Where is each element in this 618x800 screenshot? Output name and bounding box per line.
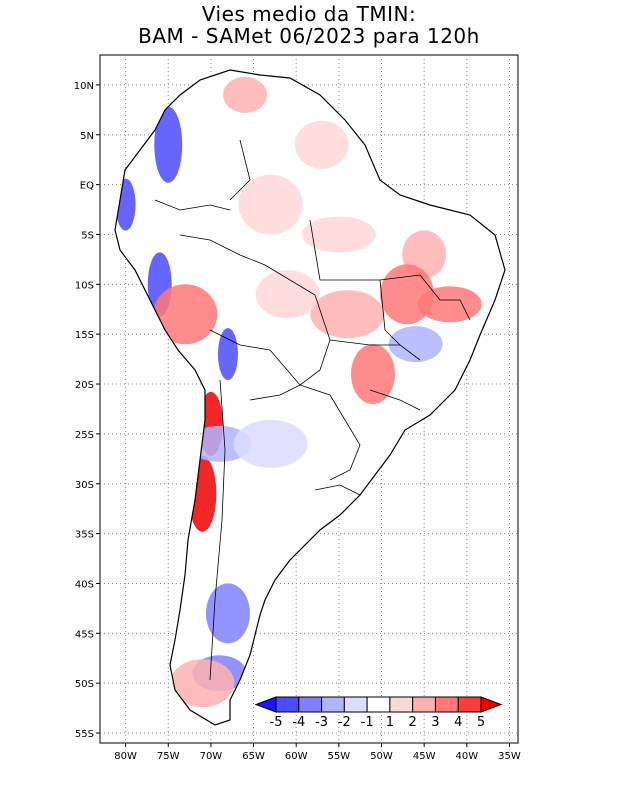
bias-region-colombia-andes-cool [154,106,183,183]
lon-tick-label: 60W [285,751,308,762]
lon-tick-label: 75W [157,751,180,762]
border-peru-bolivia [209,329,301,386]
lat-tick-label: 40S [75,579,94,590]
colorbar-label: 3 [431,715,439,730]
lat-tick-label: 10S [75,280,94,291]
colorbar-label: 5 [477,715,485,730]
colorbar-label: 4 [454,715,462,730]
colorbar-swatch [298,696,323,713]
lat-tick-label: 55S [75,729,94,740]
bias-region-northern-coast-warm [223,76,268,113]
border-peru-brazil [179,234,291,281]
lat-tick-label: 25S [75,430,94,441]
border-brazil-states-south [369,389,421,411]
bias-region-patagonia-cool [205,583,250,644]
bias-region-mato-grosso-warm [310,290,385,339]
colorbar-swatch [457,696,482,713]
colorbar-label: -1 [361,715,374,730]
axis-ticks: 80W 75W 70W 65W 60W 55W 50W 45W 40W 35W 10N 5N EQ 5S 1… [74,81,521,762]
border-colombia-venezuela [229,139,251,201]
border-brazil-states-mid [329,339,400,346]
lon-tick-label: 70W [200,751,223,762]
colorbar-swatch [412,696,436,713]
border-paraguay [329,419,361,481]
map-title-line2: BAM - SAMet 06/2023 para 120h [138,24,480,48]
border-bolivia-argentina [249,384,346,421]
colorbar-arrow-right [480,696,503,713]
bias-region-central-amazon-warm [301,216,376,253]
colorbar-label: -3 [315,715,328,730]
colorbar-label: -4 [292,715,305,730]
colorbar: -5 -4 -3 -2 -1 1 2 3 4 5 [254,696,503,730]
border-brazil-states-east [419,274,471,321]
lat-tick-label: 50S [75,679,94,690]
border-brazil-states-north [309,219,421,281]
bias-region-central-brazil-cool [388,326,443,363]
map-title-line1: Vies medio da TMIN: [201,2,417,26]
lat-tick-label: 5N [80,131,94,142]
border-brazil-states-central [379,279,421,361]
bias-region-rondonia-warm [255,270,320,319]
bias-region-argentina-central-cool [233,419,308,468]
bias-region-tierra-del-fuego-warm [170,659,235,708]
lon-tick-label: 55W [328,751,351,762]
bias-region-mato-grosso-do-sul-warm [350,344,395,405]
colorbar-swatch [275,696,300,713]
border-chile-argentina [209,379,226,681]
lat-tick-label: 10N [74,81,94,92]
bias-region-bahia-warm [417,286,482,323]
lon-tick-label: 35W [498,751,521,762]
colorbar-label: 1 [386,715,394,730]
lon-tick-label: 65W [242,751,265,762]
lat-tick-label: EQ [80,181,94,192]
colorbar-swatch [389,696,414,713]
colorbar-swatch [366,696,391,713]
country-borders [154,139,471,681]
colorbar-swatch [434,696,459,713]
bias-region-peru-andes-warm [153,284,218,345]
lon-tick-label: 40W [456,751,479,762]
continent-outline [114,69,506,726]
colorbar-swatch [343,696,368,713]
bias-region-guianas-warm [294,120,349,169]
colorbar-label: 2 [409,715,417,730]
lon-tick-label: 45W [413,751,436,762]
lon-tick-label: 50W [370,751,393,762]
bias-region-amazon-warm [238,174,303,235]
colorbar-label: -5 [270,715,283,730]
lat-tick-label: 35S [75,530,94,541]
colorbar-swatch [321,696,345,713]
lat-tick-label: 45S [75,629,94,640]
lat-tick-label: 20S [75,380,94,391]
lat-tick-label: 15S [75,330,94,341]
border-colombia-peru [154,199,231,211]
colorbar-label: -2 [338,715,351,730]
lat-tick-label: 5S [81,230,94,241]
bias-region-bolivia-andes-cool [217,328,238,381]
lat-tick-label: 30S [75,480,94,491]
border-uruguay [314,484,361,496]
lon-tick-label: 80W [114,751,137,762]
